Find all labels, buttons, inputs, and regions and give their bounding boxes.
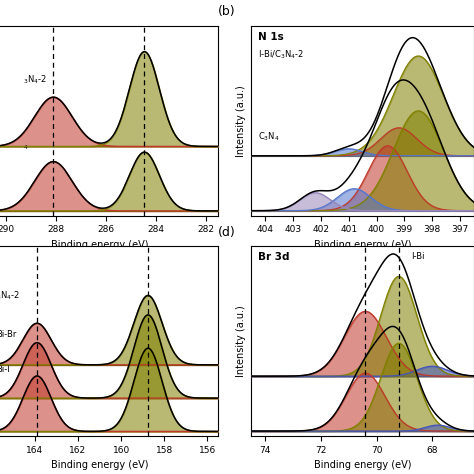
Text: $_3$N$_4$-2: $_3$N$_4$-2 — [23, 73, 47, 86]
X-axis label: Binding energy (eV): Binding energy (eV) — [314, 460, 411, 470]
Text: $_3$N$_4$-2: $_3$N$_4$-2 — [0, 290, 20, 302]
Text: Bi-Br: Bi-Br — [0, 330, 17, 339]
Y-axis label: Intensity (a.u.): Intensity (a.u.) — [236, 85, 246, 157]
Text: $_4$: $_4$ — [23, 143, 29, 152]
Y-axis label: Intensity (a.u.): Intensity (a.u.) — [236, 305, 246, 377]
Text: N 1s: N 1s — [258, 32, 283, 42]
Text: (d): (d) — [218, 226, 236, 239]
Text: (b): (b) — [218, 6, 236, 18]
X-axis label: Binding energy (eV): Binding energy (eV) — [314, 240, 411, 250]
X-axis label: Binding energy (eV): Binding energy (eV) — [51, 240, 148, 250]
Text: Br 3d: Br 3d — [258, 252, 290, 262]
Text: I-Bi: I-Bi — [411, 252, 425, 261]
X-axis label: Binding energy (eV): Binding energy (eV) — [51, 460, 148, 470]
Text: C$_3$N$_4$: C$_3$N$_4$ — [258, 130, 280, 143]
Text: I-Bi/C$_3$N$_4$-2: I-Bi/C$_3$N$_4$-2 — [258, 49, 304, 61]
Text: Bi-I: Bi-I — [0, 365, 10, 374]
